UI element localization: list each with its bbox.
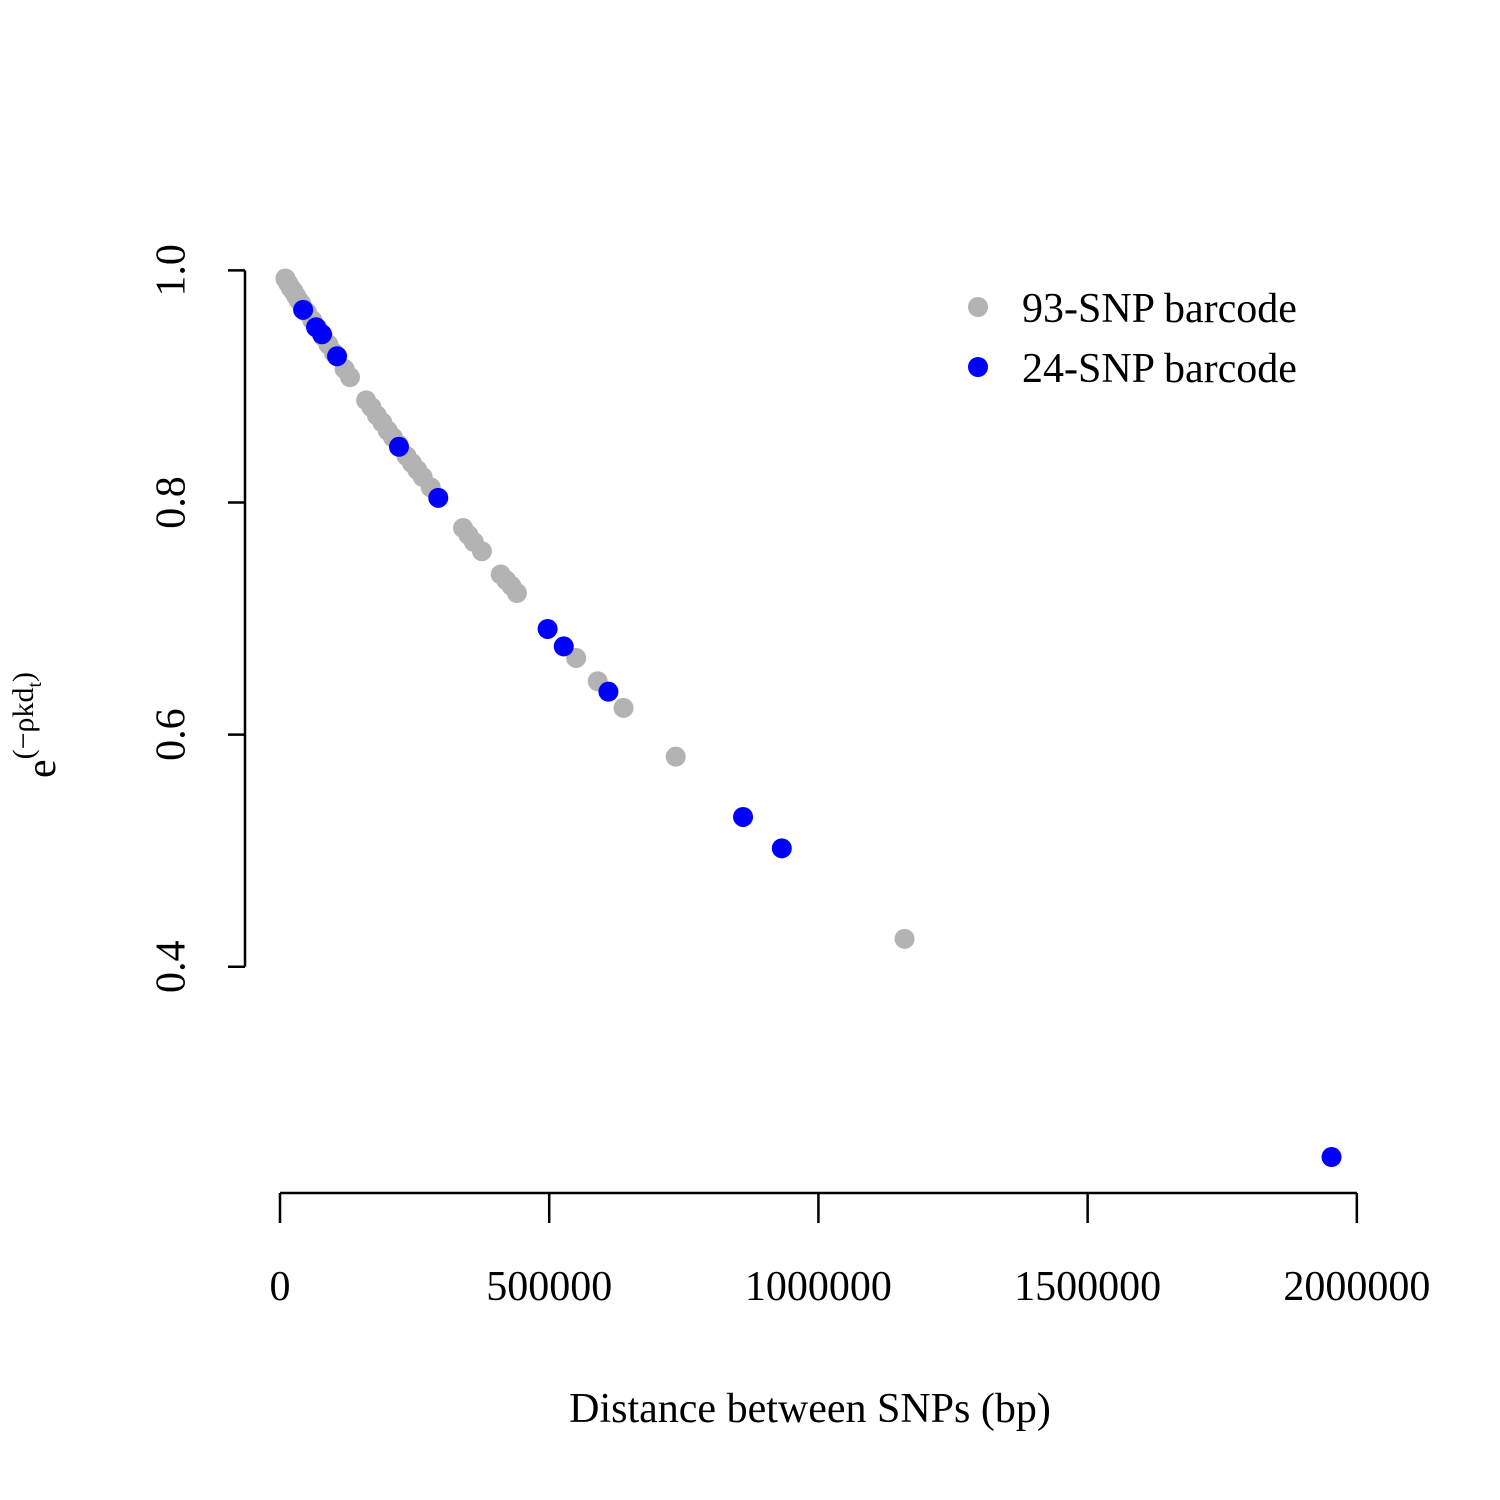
legend-marker [968,357,988,377]
data-point [339,367,360,388]
x-tick-label: 1000000 [745,1264,892,1310]
data-point [293,299,314,320]
y-label-exponent-close: ) [7,672,40,682]
legend-label: 24-SNP barcode [1022,346,1297,392]
x-tick-label: 2000000 [1283,1264,1430,1310]
y-tick-label: 1.0 [149,244,195,297]
x-tick-label: 1500000 [1014,1264,1161,1310]
y-tick-label: 0.6 [149,708,195,761]
data-point [665,746,686,767]
y-label-base: e [19,759,65,778]
x-tick-label: 0 [269,1264,290,1310]
data-point [553,636,574,657]
data-point [598,681,619,702]
y-label-subscript: t [24,682,46,688]
data-point [733,806,754,827]
legend-marker [968,297,988,317]
y-axis-label: e(−ρkdt) [7,672,65,778]
y-tick-label: 0.8 [149,476,195,528]
data-point [428,487,449,508]
data-point [327,346,348,367]
legend-label: 93-SNP barcode [1022,286,1297,332]
data-point [771,838,792,859]
data-point [894,928,915,949]
y-tick-label: 0.4 [149,940,195,993]
y-label-exponent: (−ρkd [7,688,40,760]
data-point [1321,1147,1342,1168]
data-point [613,697,634,718]
x-axis-label: Distance between SNPs (bp) [569,1386,1051,1432]
data-point [388,436,409,457]
data-point [506,583,527,604]
data-point [471,541,492,562]
data-point [537,618,558,639]
x-tick-label: 500000 [486,1264,612,1310]
data-point [311,324,332,345]
